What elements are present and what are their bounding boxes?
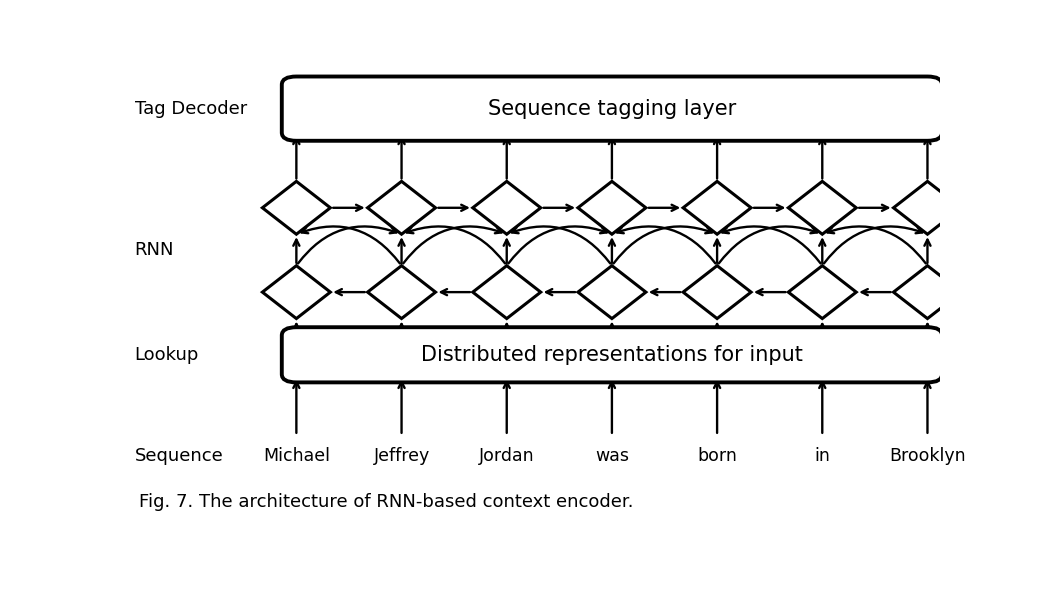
FancyArrowPatch shape [293, 324, 300, 333]
FancyArrowPatch shape [503, 138, 509, 179]
FancyArrowPatch shape [609, 240, 615, 263]
FancyArrowPatch shape [757, 289, 785, 295]
FancyArrowPatch shape [820, 138, 826, 179]
FancyArrowPatch shape [722, 226, 821, 263]
Polygon shape [683, 266, 751, 318]
Polygon shape [788, 181, 856, 234]
FancyArrowPatch shape [924, 240, 930, 263]
FancyArrowPatch shape [503, 382, 509, 433]
FancyArrowPatch shape [714, 138, 720, 179]
FancyArrowPatch shape [512, 226, 611, 263]
FancyArrowPatch shape [820, 382, 826, 433]
Polygon shape [894, 266, 962, 318]
FancyArrowPatch shape [609, 138, 615, 179]
FancyArrowPatch shape [648, 205, 678, 211]
Polygon shape [367, 181, 435, 234]
FancyArrowPatch shape [651, 289, 681, 295]
Text: was: was [595, 447, 628, 465]
FancyArrowPatch shape [609, 382, 615, 433]
FancyArrowPatch shape [820, 240, 826, 263]
FancyArrowPatch shape [714, 382, 720, 433]
FancyArrowPatch shape [293, 138, 300, 179]
Polygon shape [683, 181, 751, 234]
Text: Sequence tagging layer: Sequence tagging layer [488, 99, 736, 118]
Text: in: in [814, 447, 830, 465]
Text: Sequence: Sequence [135, 447, 223, 465]
FancyArrowPatch shape [544, 205, 572, 211]
FancyArrowPatch shape [399, 324, 405, 333]
FancyArrowPatch shape [336, 289, 364, 295]
Text: Jordan: Jordan [479, 447, 535, 465]
FancyBboxPatch shape [282, 76, 942, 141]
FancyArrowPatch shape [503, 324, 509, 333]
FancyArrowPatch shape [718, 226, 817, 263]
Polygon shape [578, 181, 646, 234]
FancyArrowPatch shape [508, 226, 607, 263]
Polygon shape [578, 266, 646, 318]
FancyArrowPatch shape [293, 240, 300, 263]
Polygon shape [473, 266, 541, 318]
Text: born: born [697, 447, 737, 465]
FancyArrowPatch shape [399, 240, 405, 263]
Polygon shape [367, 266, 435, 318]
FancyArrowPatch shape [861, 289, 891, 295]
FancyArrowPatch shape [438, 205, 468, 211]
Polygon shape [894, 181, 962, 234]
FancyArrowPatch shape [609, 324, 615, 333]
FancyArrowPatch shape [546, 289, 575, 295]
Text: Fig. 7. The architecture of RNN-based context encoder.: Fig. 7. The architecture of RNN-based co… [139, 493, 633, 511]
Text: RNN: RNN [135, 241, 174, 259]
Polygon shape [262, 266, 330, 318]
FancyArrowPatch shape [820, 324, 826, 333]
FancyArrowPatch shape [924, 138, 930, 179]
Text: Michael: Michael [263, 447, 330, 465]
FancyArrowPatch shape [407, 226, 505, 263]
Text: Tag Decoder: Tag Decoder [135, 99, 246, 118]
FancyArrowPatch shape [714, 240, 720, 263]
Polygon shape [262, 181, 330, 234]
Text: Jeffrey: Jeffrey [374, 447, 430, 465]
FancyArrowPatch shape [824, 226, 922, 263]
Text: Distributed representations for input: Distributed representations for input [421, 345, 803, 365]
FancyArrowPatch shape [859, 205, 888, 211]
FancyArrowPatch shape [828, 226, 926, 263]
Text: Lookup: Lookup [135, 346, 199, 364]
FancyArrowPatch shape [754, 205, 783, 211]
FancyArrowPatch shape [503, 240, 509, 263]
Polygon shape [473, 181, 541, 234]
FancyArrowPatch shape [441, 289, 470, 295]
FancyArrowPatch shape [617, 226, 715, 263]
FancyBboxPatch shape [282, 327, 942, 382]
FancyArrowPatch shape [614, 226, 712, 263]
Text: Brooklyn: Brooklyn [889, 447, 966, 465]
FancyArrowPatch shape [302, 226, 400, 263]
FancyArrowPatch shape [924, 324, 930, 333]
FancyArrowPatch shape [399, 138, 405, 179]
FancyArrowPatch shape [399, 382, 405, 433]
FancyArrowPatch shape [298, 226, 397, 263]
FancyArrowPatch shape [924, 382, 930, 433]
FancyArrowPatch shape [293, 382, 300, 433]
FancyArrowPatch shape [333, 205, 362, 211]
Polygon shape [788, 266, 856, 318]
FancyArrowPatch shape [403, 226, 501, 263]
FancyArrowPatch shape [714, 324, 720, 333]
